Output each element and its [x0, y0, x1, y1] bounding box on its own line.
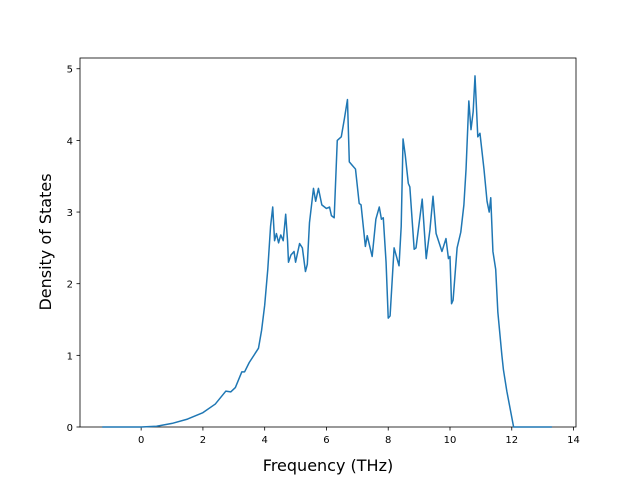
- y-tick-label: 5: [67, 65, 73, 76]
- x-axis-label: Frequency (THz): [263, 456, 393, 475]
- x-tick-label: 2: [200, 435, 206, 446]
- y-tick-label: 2: [67, 280, 73, 291]
- y-tick-label: 3: [67, 208, 73, 219]
- x-tick-label: 12: [505, 435, 518, 446]
- x-tick-label: 14: [567, 435, 580, 446]
- y-tick-label: 1: [67, 351, 73, 362]
- plot-frame: [79, 57, 577, 428]
- x-tick-label: 8: [385, 435, 391, 446]
- dos-line: [102, 75, 552, 428]
- x-tick-label: 6: [323, 435, 329, 446]
- x-tick-label: 0: [138, 435, 144, 446]
- y-tick-label: 0: [67, 423, 73, 434]
- y-tick-label: 4: [67, 136, 73, 147]
- x-tick-label: 4: [261, 435, 267, 446]
- x-tick-label: 10: [444, 435, 457, 446]
- y-axis-label: Density of States: [36, 173, 55, 310]
